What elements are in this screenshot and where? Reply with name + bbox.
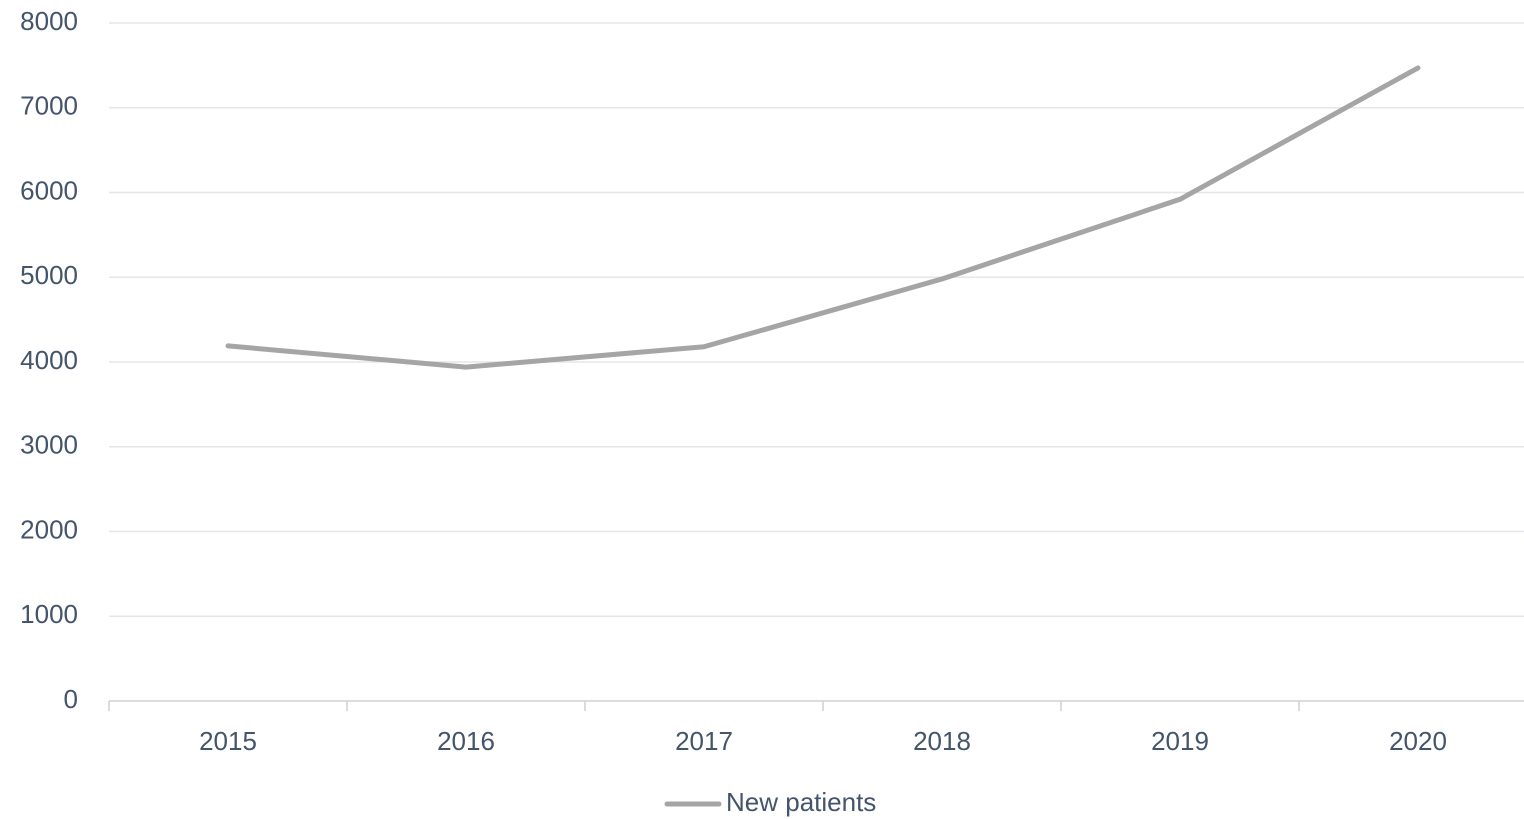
x-tick-label: 2015 — [199, 726, 257, 756]
y-tick-label: 8000 — [20, 6, 78, 36]
x-tick-label: 2017 — [675, 726, 733, 756]
x-tick-label: 2019 — [1151, 726, 1209, 756]
x-tick-label: 2020 — [1389, 726, 1447, 756]
legend-label: New patients — [726, 787, 876, 817]
x-tick-label: 2016 — [437, 726, 495, 756]
y-tick-label: 2000 — [20, 514, 78, 544]
y-tick-label: 6000 — [20, 175, 78, 205]
y-tick-label: 5000 — [20, 260, 78, 290]
y-tick-label: 3000 — [20, 430, 78, 460]
y-tick-label: 1000 — [20, 599, 78, 629]
y-tick-label: 0 — [64, 684, 78, 714]
y-tick-label: 7000 — [20, 91, 78, 121]
x-tick-label: 2018 — [913, 726, 971, 756]
y-tick-label: 4000 — [20, 345, 78, 375]
series-line — [225, 65, 1421, 370]
